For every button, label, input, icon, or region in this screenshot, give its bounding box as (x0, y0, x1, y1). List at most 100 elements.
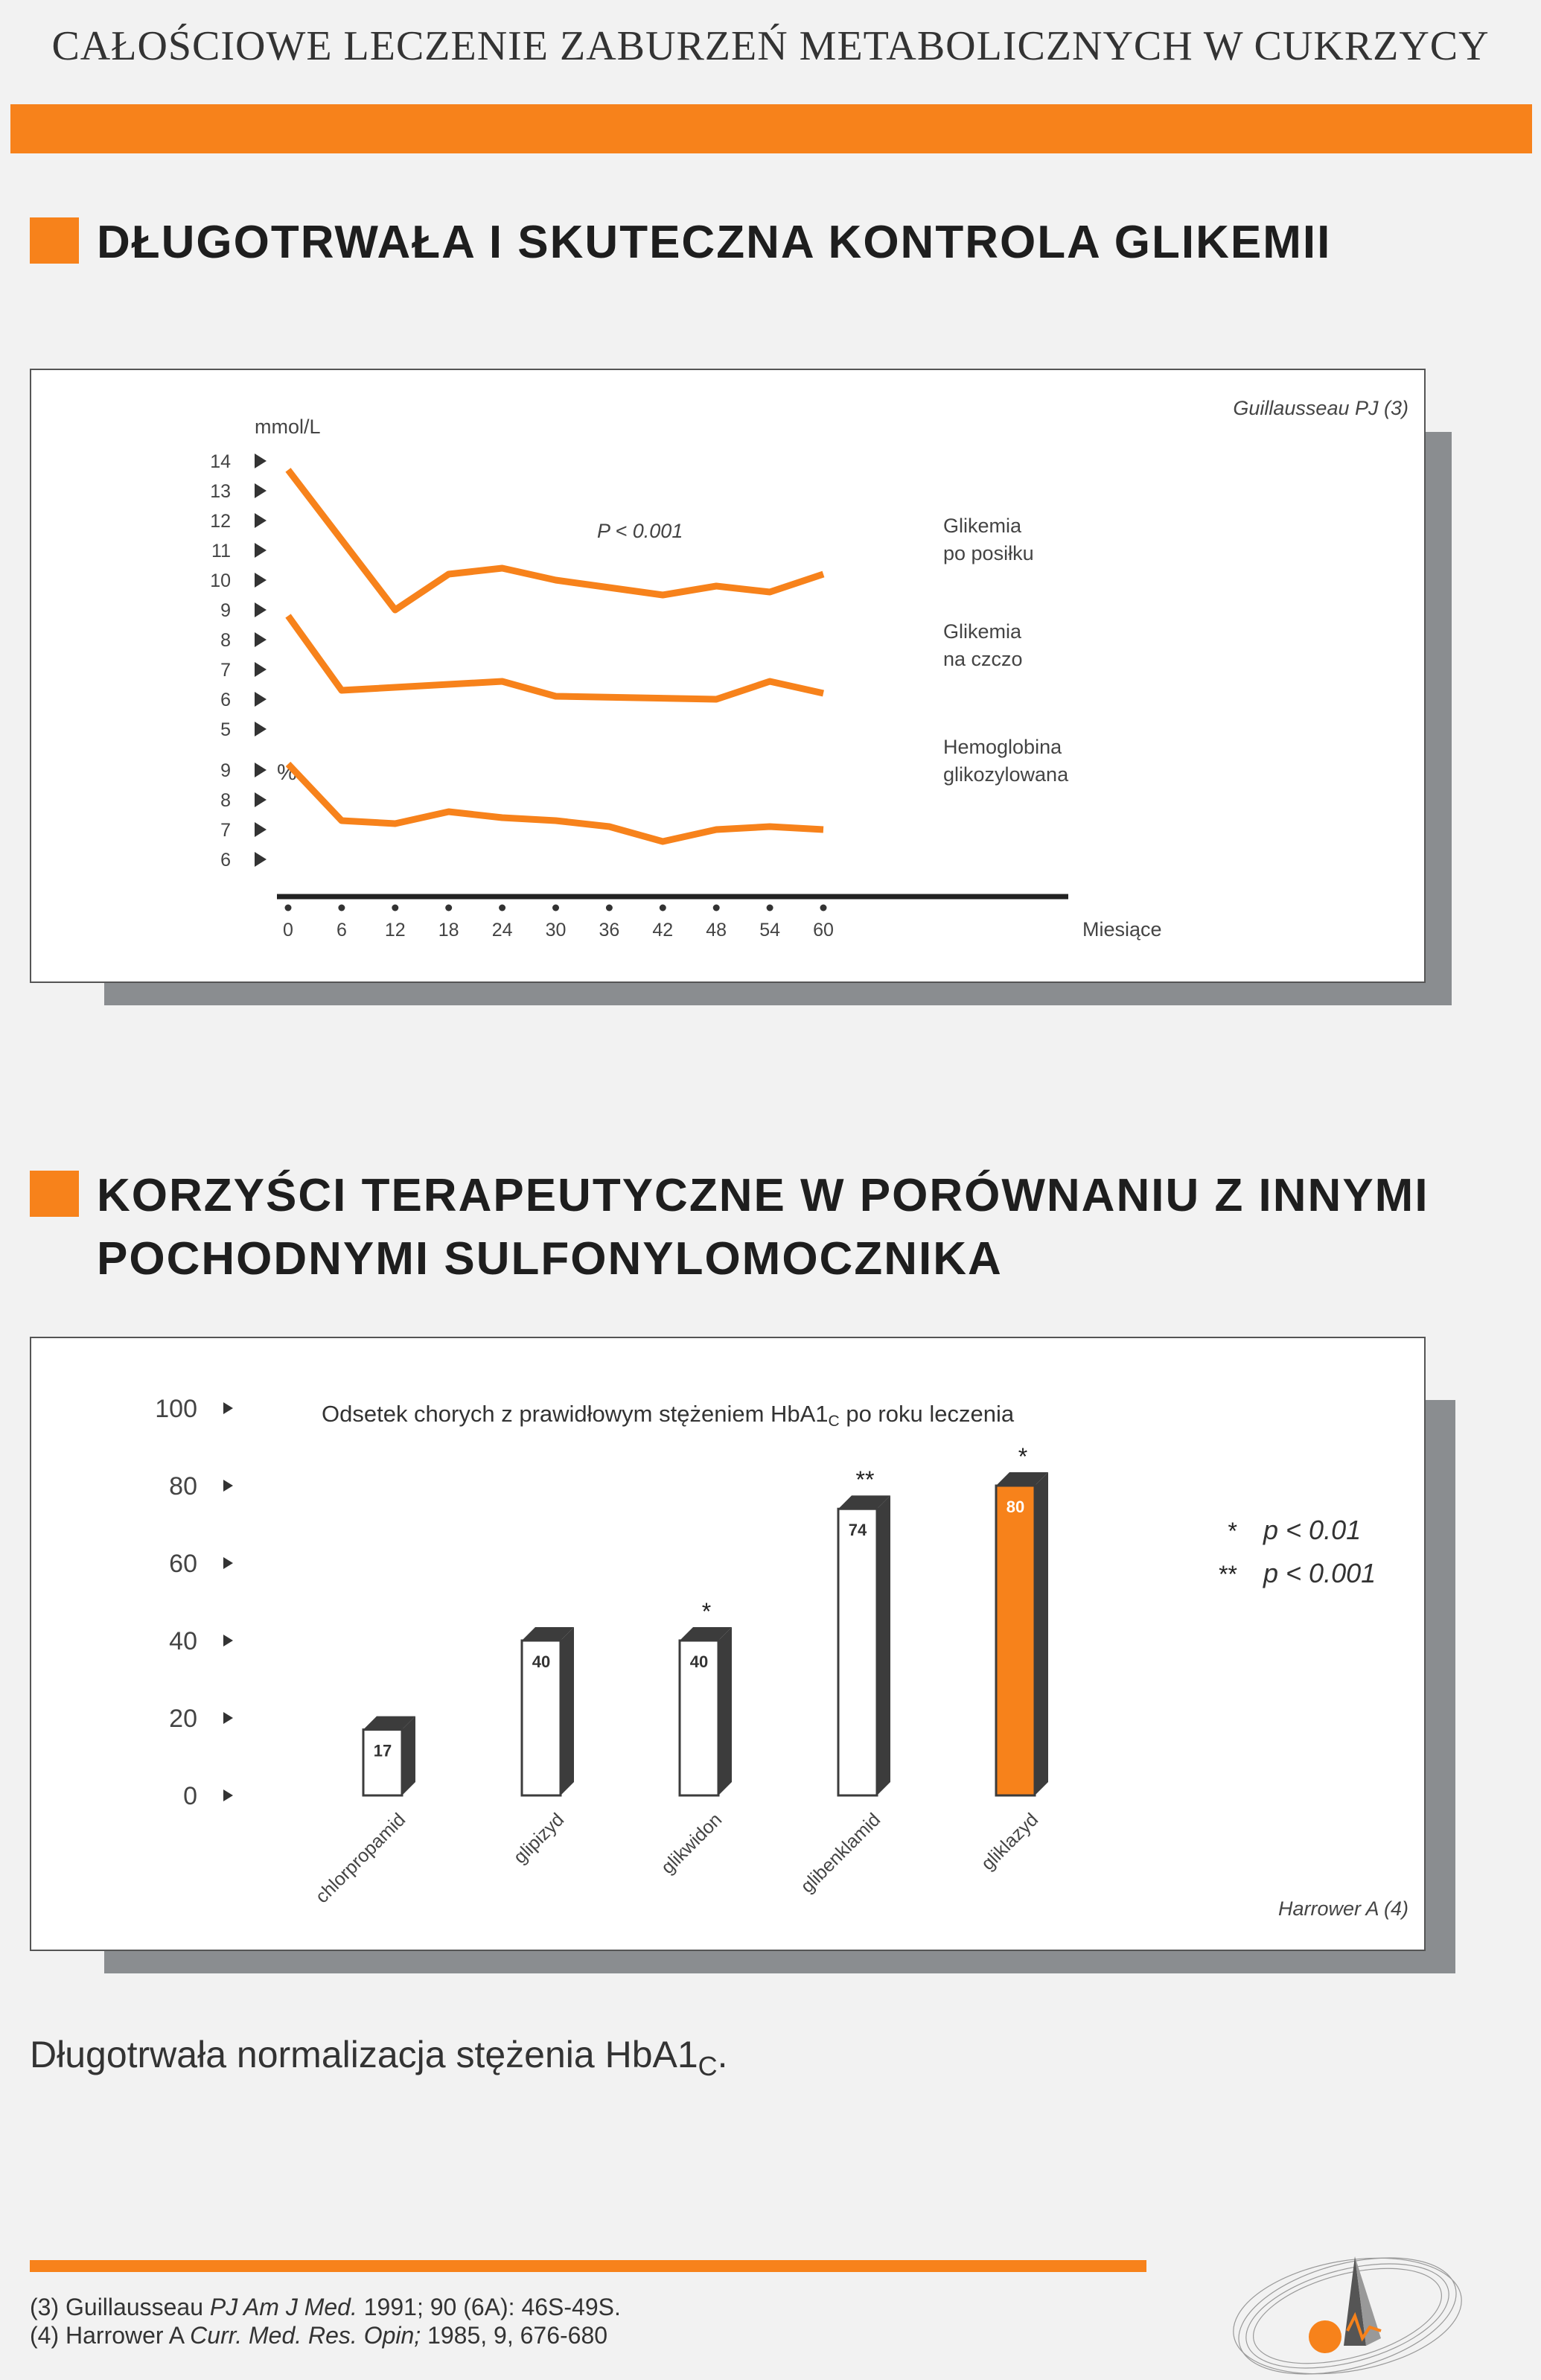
chart1-xtick-dot (552, 904, 559, 911)
chart1-ytick-mmol: 7 (220, 660, 231, 681)
chart2-ytick-arrow (223, 1557, 233, 1569)
chart1-source: Guillausseau PJ (3) (1233, 397, 1408, 419)
legend-marker: ** (1219, 1561, 1237, 1588)
chart1-ytick-mmol: 6 (220, 690, 231, 710)
legend-fasting-line2: na czczo (943, 648, 1023, 670)
line-chart: Guillausseau PJ (3) mmol/L % P < 0.001 G… (210, 397, 1408, 941)
chart1-ytick-mmol: 8 (220, 630, 231, 651)
reference-3: (3) Guillausseau PJ Am J Med. 1991; 90 (… (30, 2294, 621, 2320)
bar-category-label: glipizyd (509, 1809, 568, 1868)
chart1-ytick-pct: 8 (220, 790, 231, 811)
chart1-ytick-pct: 7 (220, 820, 231, 841)
chart1-xtick-label: 18 (438, 920, 459, 941)
chart2-ytick-label: 80 (169, 1472, 197, 1501)
bar-side (1035, 1472, 1048, 1795)
chart1-series-line-0 (285, 468, 825, 614)
bar-significance: * (702, 1598, 711, 1625)
header-orange-band (10, 104, 1532, 153)
legend-postprandial-line1: Glikemia (943, 515, 1022, 537)
chart1-ytick-mmol: 11 (211, 541, 231, 561)
chart1-xtick-dot (712, 904, 720, 911)
chart1-xtick-label: 42 (652, 920, 673, 941)
chart1-ytick-arrow (255, 543, 267, 558)
chart1-ytick-arrow (255, 822, 267, 837)
chart1-xtick-dot (445, 904, 453, 911)
section2-marker (30, 1171, 79, 1217)
chart1-y-ticks: 14 13 12 11 10 9 8 7 6 5 9 8 7 6 (210, 451, 267, 871)
chart1-xtick-label: 60 (813, 920, 834, 941)
chart1-ytick-mmol: 9 (220, 600, 231, 621)
chart1-ytick-mmol: 5 (220, 719, 231, 740)
chart1-xtick-label: 12 (385, 920, 406, 941)
bar-top (838, 1495, 890, 1509)
chart2-ytick-arrow (223, 1480, 233, 1492)
chart1-ytick-mmol: 10 (210, 570, 231, 591)
chart1-ytick-arrow (255, 602, 267, 617)
bar-side (877, 1495, 890, 1795)
chart1-xtick-dot (766, 904, 773, 911)
chart2-ytick-arrow (223, 1402, 233, 1414)
bar-glikwidon (678, 1639, 720, 1797)
chart2-ytick-label: 100 (155, 1395, 197, 1423)
chart1-ytick-arrow (255, 852, 267, 867)
chart1-x-ticks: 0 6 12 18 24 30 36 42 48 54 60 (283, 904, 834, 941)
bottom-rule (30, 2260, 1146, 2272)
chart1-ytick-arrow (255, 792, 267, 807)
bar-chlorpropamid (362, 1728, 403, 1797)
chart2-ytick-label: 0 (183, 1782, 197, 1810)
chart1-ytick-arrow (255, 483, 267, 498)
legend-hba1c-line2: glikozylowana (943, 763, 1069, 786)
section2-title-line2: POCHODNYMI SULFONYLOMOCZNIKA (97, 1233, 1003, 1285)
chart1-ytick-mmol: 14 (210, 451, 231, 472)
bar-side (718, 1627, 732, 1795)
chart1-xtick-label: 54 (759, 920, 780, 941)
chart1-ytick-mmol: 13 (210, 481, 231, 502)
bar-value-label: 17 (374, 1742, 392, 1760)
chart1-xtick-label: 0 (283, 920, 293, 941)
chart1-xtick-dot (820, 904, 827, 911)
chart1-xtick-dot (338, 904, 345, 911)
chart2-title: Odsetek chorych z prawidłowym stężeniem … (322, 1401, 1015, 1430)
bar-value-label: 40 (532, 1652, 550, 1671)
bar-top (680, 1627, 732, 1641)
reference-4: (4) Harrower A Curr. Med. Res. Opin; 198… (30, 2322, 608, 2349)
chart1-ytick-arrow (255, 722, 267, 736)
chart2-bars: 17 chlorpropamid 40 glipizyd 40 * glikwidon 74 *… (311, 1443, 1048, 1907)
chart2-y-ticks: 100 80 60 40 20 0 (155, 1395, 233, 1810)
legend-hba1c-line1: Hemoglobina (943, 736, 1062, 758)
chart2-panel: Odsetek chorych z prawidłowym stężeniem … (30, 1337, 1426, 1951)
section2-title-line1: KORZYŚCI TERAPEUTYCZNE W PORÓWNANIU Z IN… (97, 1170, 1429, 1221)
bar-top (363, 1716, 415, 1730)
bar-category-label: glibenklamid (797, 1809, 884, 1897)
bar-category-label: chlorpropamid (311, 1809, 409, 1907)
chart1-ytick-arrow (255, 573, 267, 588)
chart1-unit-mmol: mmol/L (255, 416, 321, 438)
bar-value-label: 74 (849, 1521, 867, 1539)
chart1-series (285, 468, 825, 845)
chart1-xlabel: Miesiące (1082, 918, 1162, 941)
chart2-ytick-arrow (223, 1789, 233, 1801)
bar-chart: Odsetek chorych z prawidłowym stężeniem … (155, 1395, 1408, 1920)
chart2-ytick-label: 60 (169, 1550, 197, 1578)
bar-top (996, 1472, 1048, 1486)
chart2-source: Harrower A (4) (1278, 1897, 1408, 1920)
bar-value-label: 40 (690, 1652, 708, 1671)
chart1-xtick-dot (605, 904, 613, 911)
bar-glibenklamid (837, 1507, 878, 1797)
caption: Długotrwała normalizacja stężenia HbA1C. (30, 2034, 728, 2081)
bar-side (561, 1627, 574, 1795)
chart2-legend: * p < 0.01 ** p < 0.001 (1219, 1515, 1376, 1588)
chart1-ytick-arrow (255, 513, 267, 528)
chart1-xtick-dot (499, 904, 506, 911)
chart1-ytick-arrow (255, 692, 267, 707)
bar-top (522, 1627, 574, 1641)
chart1-panel: Guillausseau PJ (3) mmol/L % P < 0.001 G… (30, 369, 1426, 983)
section1-title: DŁUGOTRWAŁA I SKUTECZNA KONTROLA GLIKEMI… (97, 217, 1332, 268)
chart2-ytick-label: 20 (169, 1705, 197, 1733)
chart1-xtick-dot (284, 904, 292, 911)
section1-marker (30, 217, 79, 264)
bar-gliklazyd (995, 1484, 1036, 1797)
chart1-ytick-arrow (255, 662, 267, 677)
bar-category-label: glikwidon (657, 1809, 727, 1878)
chart1-xtick-label: 6 (336, 920, 347, 941)
